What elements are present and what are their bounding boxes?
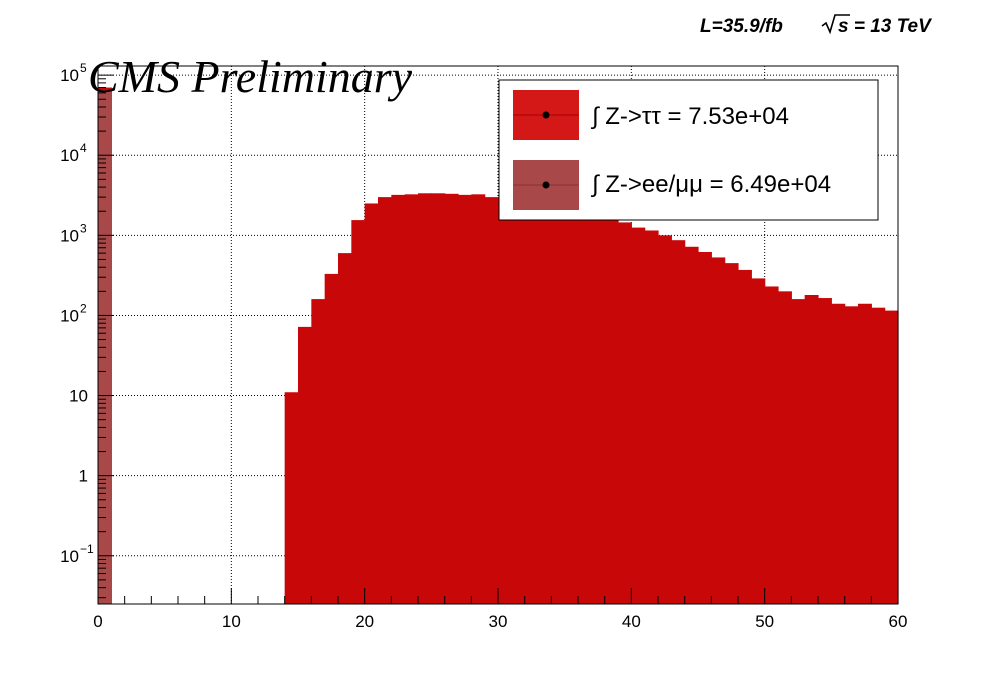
bar-ztt-21 [378, 197, 392, 604]
bar-ztt-34 [551, 206, 566, 604]
legend-entry-zll: ∫ Z->ee/μμ = 6.49e+04 [590, 171, 831, 198]
x-tick-label: 50 [755, 612, 774, 631]
bar-ztt-15 [298, 326, 312, 604]
bar-ztt-44 [684, 246, 699, 605]
legend: ∫ Z->ττ = 7.53e+04 ∫ Z->ee/μμ = 6.49e+04 [498, 79, 879, 221]
bar-ztt-41 [644, 230, 659, 604]
y-tick-exponent: 3 [80, 221, 87, 235]
bar-ztt-46 [711, 257, 726, 604]
y-tick-base: 1 [79, 467, 88, 486]
histogram-bars [98, 87, 899, 605]
bar-ztt-55 [831, 303, 846, 604]
cms-preliminary-label: CMS Preliminary [88, 51, 413, 102]
bar-ztt-49 [751, 278, 766, 604]
bar-ztt-43 [671, 240, 686, 604]
bar-ztt-33 [538, 204, 552, 604]
y-tick-label: 1 [79, 467, 88, 486]
y-tick-label: 10 3 [60, 221, 87, 245]
sqrt-icon [821, 14, 850, 35]
legend-marker-zll [542, 181, 550, 189]
bar-ztt-52 [791, 299, 806, 604]
y-tick-exponent: −1 [80, 542, 94, 556]
y-tick-label: 10 4 [60, 141, 87, 165]
bar-ztt-47 [724, 263, 739, 604]
bar-ztt-22 [391, 194, 406, 604]
y-tick-label: 10 2 [60, 301, 87, 325]
bar-ztt-26 [444, 193, 459, 604]
bar-ztt-51 [778, 291, 792, 604]
bar-ztt-23 [404, 194, 419, 604]
bar-ztt-58 [871, 307, 886, 604]
bar-ztt-36 [578, 213, 592, 605]
luminosity-label: L=35.9/fb [700, 16, 783, 37]
y-tick-label: 10 −1 [60, 542, 94, 566]
bar-ztt-50 [764, 286, 779, 604]
x-tick-label: 40 [622, 612, 641, 631]
bar-ztt-53 [804, 295, 819, 604]
y-tick-base: 10 [60, 226, 79, 245]
y-tick-base: 10 [60, 547, 79, 566]
bar-ztt-38 [604, 217, 619, 604]
bar-ztt-32 [524, 202, 539, 604]
x-tick-label: 0 [93, 612, 102, 631]
y-tick-base: 10 [60, 66, 79, 85]
energy-label: s = 13 TeV [838, 16, 932, 37]
y-tick-base: 10 [60, 146, 79, 165]
x-tick-label: 60 [889, 612, 908, 631]
y-tick-exponent: 5 [80, 61, 87, 75]
y-tick-label: 10 5 [60, 61, 87, 85]
bar-ztt-42 [658, 235, 672, 604]
bar-ztt-17 [324, 273, 339, 604]
bar-ztt-24 [418, 193, 432, 604]
bar-ztt-29 [484, 197, 499, 604]
y-tick-label: 10 [69, 387, 88, 406]
x-tick-label: 30 [489, 612, 508, 631]
axis-ticks [97, 74, 899, 604]
y-tick-base: 10 [60, 306, 79, 325]
bar-ztt-39 [618, 222, 632, 604]
x-tick-label: 10 [222, 612, 241, 631]
bar-ztt-28 [471, 194, 486, 604]
legend-entry-ztt: ∫ Z->ττ = 7.53e+04 [590, 103, 789, 130]
y-tick-base: 10 [69, 387, 88, 406]
bar-ztt-35 [564, 209, 579, 604]
bar-ztt-40 [631, 227, 646, 604]
bar-ztt-59 [884, 310, 899, 604]
bar-ztt-14 [284, 392, 299, 604]
bar-ztt-30 [498, 199, 512, 604]
y-tick-exponent: 2 [80, 301, 87, 315]
legend-marker-ztt [542, 111, 550, 119]
bar-ztt-20 [364, 203, 379, 604]
bar-ztt-27 [458, 194, 472, 604]
x-tick-label: 20 [355, 612, 374, 631]
bar-ztt-16 [311, 299, 326, 604]
bar-ztt-18 [338, 253, 352, 604]
bar-ztt-25 [431, 193, 446, 604]
bar-ztt-31 [511, 200, 526, 604]
bar-ztt-37 [591, 215, 606, 604]
x-axis-tick-labels: 0 10 20 30 40 50 60 [93, 612, 907, 631]
bar-ztt-56 [844, 306, 859, 604]
y-tick-exponent: 4 [80, 141, 87, 155]
bar-ztt-54 [818, 298, 832, 604]
bar-ztt-48 [738, 269, 752, 604]
bar-ztt-19 [351, 220, 366, 604]
bar-ztt-45 [698, 251, 712, 604]
bar-ztt-57 [858, 303, 872, 604]
